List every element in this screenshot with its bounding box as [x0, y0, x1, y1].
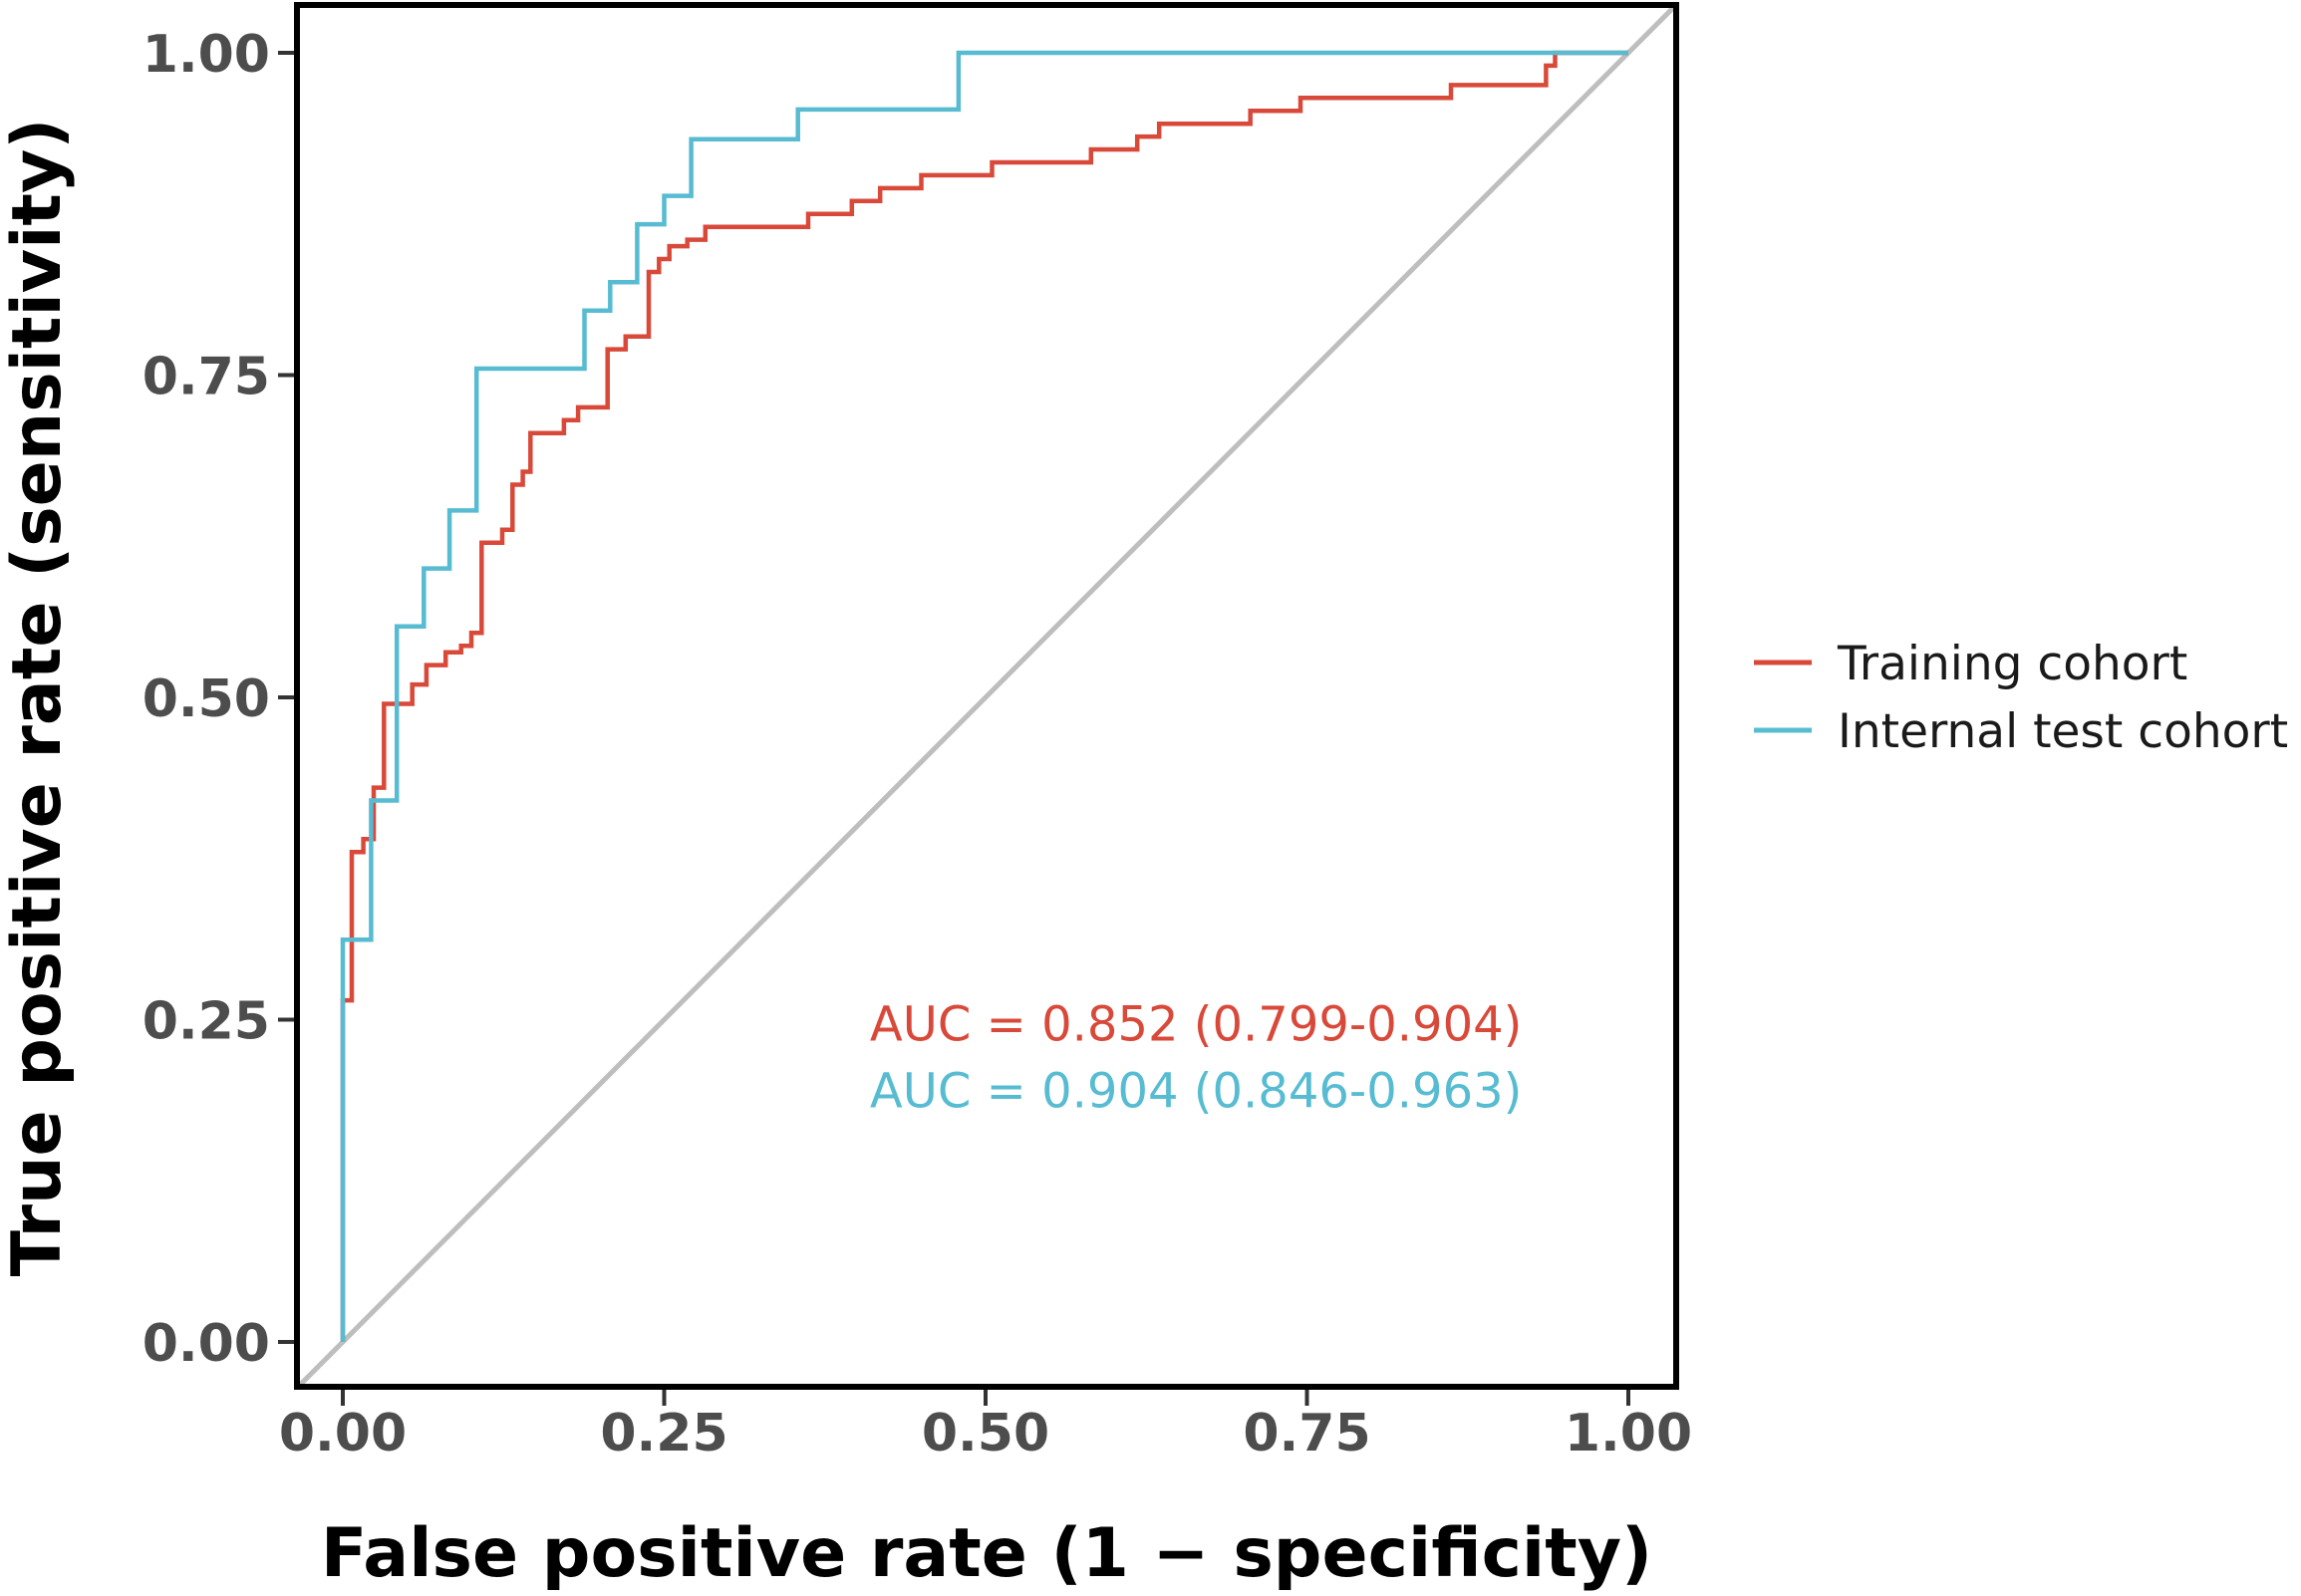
plot-panel-border — [294, 2, 1679, 1390]
y-tick-label: 1.00 — [143, 25, 270, 85]
legend: Training cohort Internal test cohort — [1754, 637, 2288, 759]
y-tick-label: 0.25 — [143, 992, 270, 1052]
auc-annotation-training: AUC = 0.852 (0.799-0.904) — [870, 996, 1523, 1052]
series-line-internal-test-cohort — [340, 50, 1628, 1342]
auc-annotation-internal-test: AUC = 0.904 (0.846-0.963) — [870, 1064, 1523, 1120]
x-axis-title: False positive rate (1 − specificity) — [321, 1514, 1652, 1593]
series-line-training-cohort — [340, 50, 1628, 1342]
legend-label-internal-test-cohort: Internal test cohort — [1838, 704, 2288, 759]
x-tick-label: 0.50 — [922, 1404, 1049, 1463]
legend-label-training-cohort: Training cohort — [1837, 637, 2187, 691]
y-axis-title: True positive rate (sensitivity) — [0, 119, 77, 1277]
y-tick-label: 0.50 — [143, 669, 270, 729]
x-tick-label: 0.25 — [600, 1404, 727, 1463]
plot-layer: AUC = 0.852 (0.799-0.904) AUC = 0.904 (0.… — [295, 5, 1676, 1390]
x-tick-label: 0.75 — [1243, 1404, 1370, 1463]
axes-layer: 0.00 0.25 0.50 0.75 1.00 0.00 0.25 0.50 0.75 1.00… — [0, 25, 1692, 1593]
y-tick-label: 0.75 — [143, 348, 270, 407]
reference-diagonal-line — [295, 5, 1676, 1390]
x-tick-label: 0.00 — [279, 1404, 407, 1463]
x-tick-label: 1.00 — [1565, 1404, 1692, 1463]
y-tick-label: 0.00 — [143, 1314, 270, 1374]
